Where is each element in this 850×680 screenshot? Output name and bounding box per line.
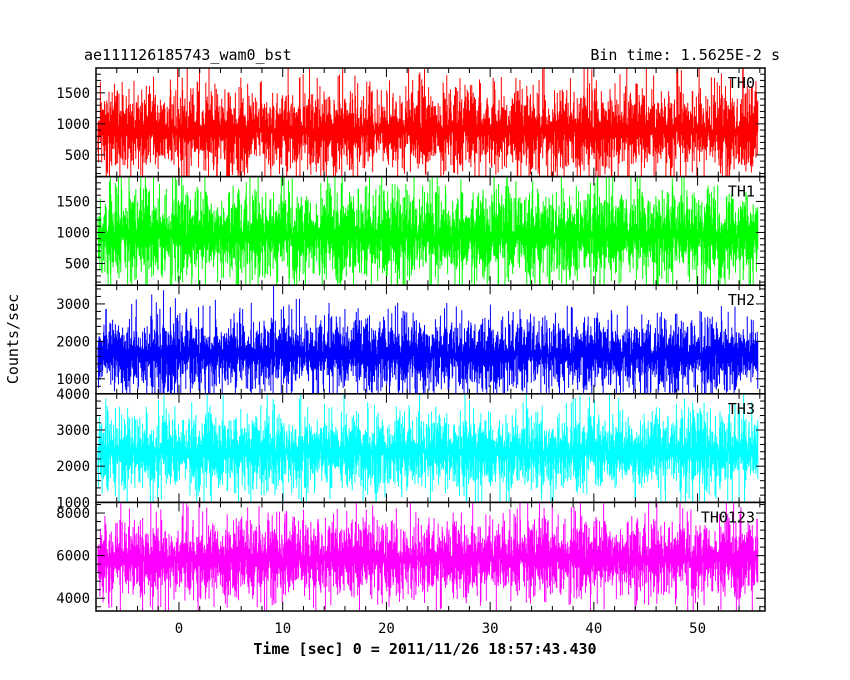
series-th0 <box>97 68 759 177</box>
y-axis-label: Counts/sec <box>4 294 22 384</box>
y-tick-label: 500 <box>65 148 90 164</box>
panels: 50010001500TH050010001500TH1100020003000… <box>56 67 766 637</box>
panel-label: TH0123 <box>701 508 755 526</box>
x-tick-label: 50 <box>689 621 706 637</box>
x-tick-label: 40 <box>585 621 602 637</box>
bin-time-label: Bin time: 1.5625E-2 s <box>590 46 780 64</box>
x-tick-label: 30 <box>482 621 499 637</box>
panel-label: TH3 <box>728 400 755 418</box>
y-tick-label: 8000 <box>56 506 90 522</box>
y-tick-label: 2000 <box>56 459 90 475</box>
panel-th2: 1000 2000 3000 TH2 <box>56 284 766 395</box>
y-tick-label: 500 <box>65 256 90 272</box>
panel-th0: 500 1000 1500 TH0 <box>56 67 766 178</box>
panel-th3: 1000 2000 3000 4000 TH3 <box>56 387 766 511</box>
panel-label: TH1 <box>728 183 755 201</box>
y-tick-label: 6000 <box>56 549 90 565</box>
panel-frame <box>95 501 766 612</box>
panel-label: TH0 <box>728 74 755 92</box>
panel-th1: 500 1000 1500 TH1 <box>56 175 766 286</box>
y-tick-label: 1500 <box>56 86 90 102</box>
series-th2 <box>97 285 759 394</box>
series-th0123 <box>97 502 759 611</box>
y-tick-label: 3000 <box>56 297 90 313</box>
panel-label: TH2 <box>728 291 755 309</box>
y-tick-label: 4000 <box>56 387 90 403</box>
x-axis-label: Time [sec] 0 = 2011/11/26 18:57:43.430 <box>253 640 596 658</box>
panel-th0123: 4000 6000 8000 TH0123 <box>56 501 766 612</box>
y-tick-label: 1000 <box>56 225 90 241</box>
y-tick-label: 2000 <box>56 334 90 350</box>
y-tick-label: 1500 <box>56 194 90 210</box>
x-tick-label: 10 <box>274 621 291 637</box>
x-tick-label: 20 <box>378 621 395 637</box>
series-th1 <box>97 176 759 286</box>
y-tick-label: 4000 <box>56 591 90 607</box>
y-tick-label: 1000 <box>56 372 90 388</box>
y-tick-label: 3000 <box>56 423 90 439</box>
chart-title: ae111126185743_wam0_bst <box>84 46 292 64</box>
y-tick-label: 1000 <box>56 117 90 133</box>
y-tick-label: 1000 <box>56 495 90 511</box>
x-tick-label: 0 <box>175 621 183 637</box>
